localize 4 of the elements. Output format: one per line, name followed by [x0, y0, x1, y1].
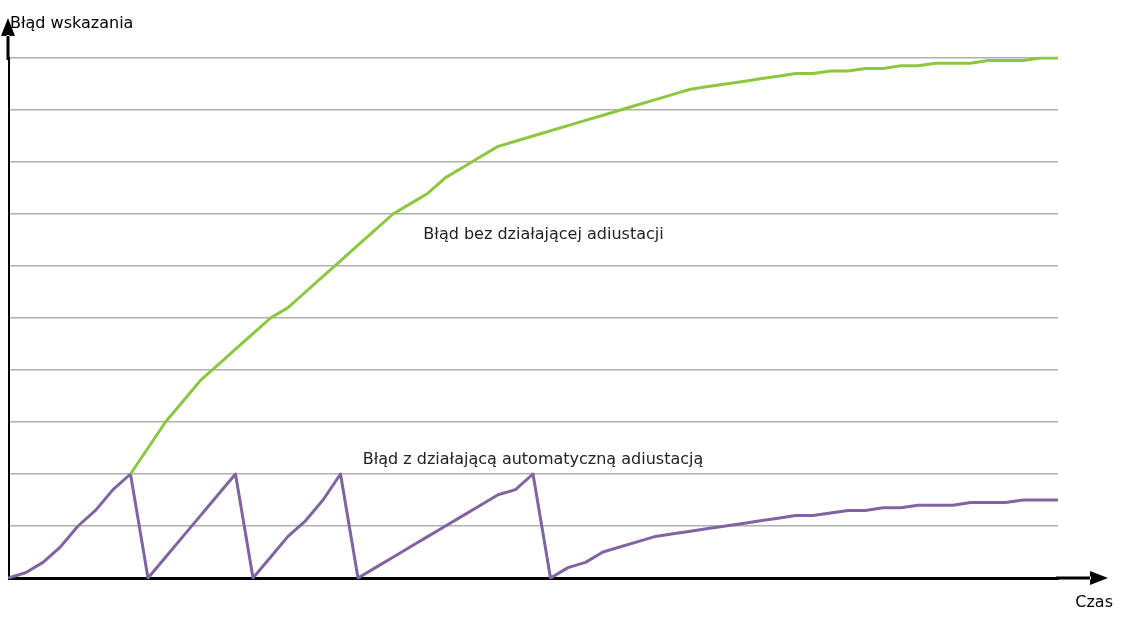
- series-label: Błąd z działającą automatyczną adiustacją: [362, 448, 704, 468]
- y-axis-title: Błąd wskazania: [10, 13, 134, 33]
- series-label: Błąd bez działającej adiustacji: [423, 223, 664, 243]
- x-axis-title: Czas: [1075, 592, 1113, 612]
